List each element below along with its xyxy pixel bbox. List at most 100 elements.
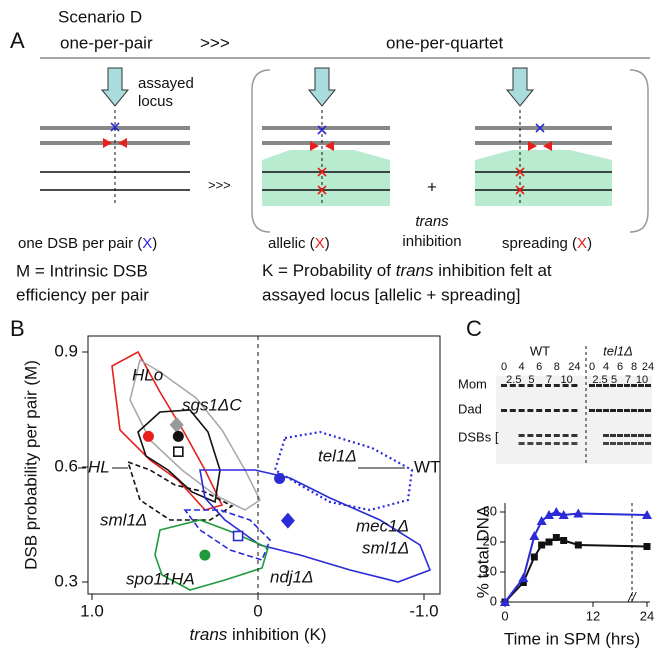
band xyxy=(589,409,595,412)
x-tick-label: 24 xyxy=(640,608,654,623)
band xyxy=(562,442,569,445)
point xyxy=(172,430,184,442)
band xyxy=(536,384,543,387)
caption-part: one DSB per pair ( xyxy=(18,235,142,252)
caption-part: ) xyxy=(587,235,592,252)
time-label: 7 xyxy=(625,374,631,386)
caption-x: X xyxy=(577,235,587,252)
point xyxy=(173,446,184,457)
panel-letter: A xyxy=(10,28,25,53)
panel-letter: B xyxy=(10,316,25,341)
arrowhead xyxy=(528,141,537,151)
band xyxy=(501,409,507,412)
time-label: 24 xyxy=(642,361,654,373)
x-tick-label: 12 xyxy=(586,608,600,623)
band xyxy=(617,384,623,387)
band-label: Dad xyxy=(458,401,482,416)
band xyxy=(536,409,543,412)
caption-part: spreading ( xyxy=(502,235,577,252)
band xyxy=(545,434,551,437)
locus-label: locus xyxy=(138,93,173,110)
band xyxy=(545,409,551,412)
k-part: K = Probability of xyxy=(262,261,396,280)
diagrams xyxy=(40,67,612,206)
y-tick-label: 0.6 xyxy=(54,456,78,475)
arrowhead xyxy=(325,141,334,151)
band xyxy=(603,384,609,387)
band xyxy=(527,434,534,437)
ref-label: WT xyxy=(414,457,440,476)
band xyxy=(571,409,578,412)
x-axis-label: trans inhibition (K) xyxy=(189,625,326,644)
band xyxy=(645,434,651,437)
series-label: sml1Δ xyxy=(362,538,409,557)
band xyxy=(527,442,534,445)
band xyxy=(589,384,595,387)
y-tick-label: 10 xyxy=(483,563,497,578)
arrowhead xyxy=(118,138,127,148)
point xyxy=(545,538,553,546)
band xyxy=(624,434,630,437)
band xyxy=(545,384,551,387)
band xyxy=(571,434,578,437)
band xyxy=(645,409,651,412)
y-tick-label: 0 xyxy=(490,593,497,608)
y-tick-label: 0.3 xyxy=(54,571,78,590)
point xyxy=(642,510,652,519)
x-mark xyxy=(317,185,327,195)
series-label: tel1Δ xyxy=(318,446,357,465)
scenario-title: Scenario D xyxy=(58,7,142,26)
time-label: 0 xyxy=(589,361,595,373)
caption-part: ) xyxy=(152,235,157,252)
point xyxy=(519,579,527,586)
point xyxy=(536,516,547,525)
time-label: 2.5 xyxy=(592,374,607,386)
x-tick-label: -1.0 xyxy=(409,601,438,620)
time-label: 6 xyxy=(536,361,542,373)
band xyxy=(610,442,616,445)
x-mark xyxy=(317,125,327,135)
band xyxy=(617,409,623,412)
x-mark xyxy=(515,167,525,177)
plot-frame xyxy=(87,335,441,595)
band xyxy=(610,384,616,387)
line-chart: // 0 10 20 30 0 12 24 xyxy=(483,503,654,623)
band xyxy=(553,384,560,387)
x-mark xyxy=(110,122,120,132)
m-definition: M = Intrinsic DSB xyxy=(16,261,148,280)
caption: one DSB per pair (X) xyxy=(18,235,157,252)
time-label: 5 xyxy=(611,374,617,386)
k-definition: assayed locus [allelic + spreading] xyxy=(262,285,520,304)
ref-label: HL xyxy=(88,457,110,476)
band xyxy=(603,434,609,437)
panel-letter: C xyxy=(466,316,482,341)
point xyxy=(518,573,529,582)
heading-sep: >>> xyxy=(200,33,230,52)
time-label: 6 xyxy=(617,361,623,373)
arrow xyxy=(307,67,337,107)
band xyxy=(631,384,637,387)
time-label: 2.5 xyxy=(506,374,521,386)
band xyxy=(518,442,525,445)
point xyxy=(232,530,244,542)
time-label: 24 xyxy=(568,361,580,373)
point xyxy=(643,543,651,550)
band xyxy=(518,409,525,412)
series-label: mec1Δ xyxy=(356,516,409,535)
band xyxy=(545,442,551,445)
band xyxy=(631,434,637,437)
inhibition-zone xyxy=(475,150,612,206)
band xyxy=(638,409,644,412)
band xyxy=(527,409,534,412)
gel-bg xyxy=(496,376,652,464)
y-tick-label: 20 xyxy=(483,533,497,548)
y-axis-label: % total DNA xyxy=(473,505,492,598)
point xyxy=(169,416,184,433)
series-label: sml1Δ xyxy=(100,510,147,529)
series-label: ndj1Δ xyxy=(270,567,314,586)
y-tick-label: 0.9 xyxy=(54,341,78,360)
plus: + xyxy=(427,177,437,196)
inhibition-zone xyxy=(262,150,390,206)
point xyxy=(552,534,560,541)
